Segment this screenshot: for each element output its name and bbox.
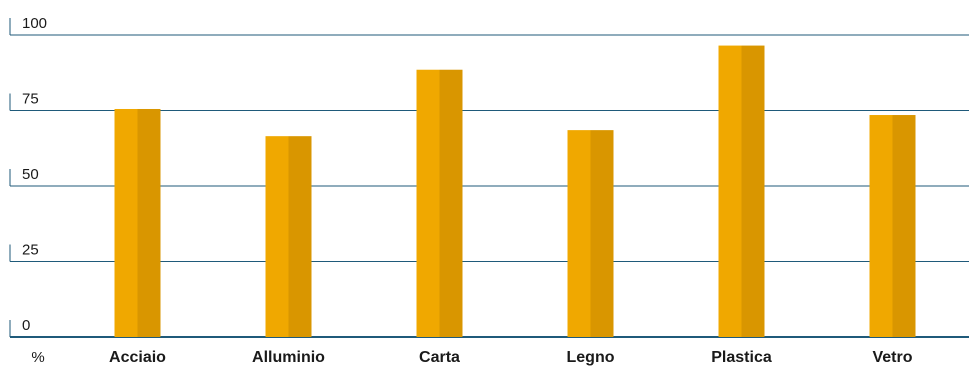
bar-carta	[416, 69, 463, 337]
y-tick-label-100: 100	[22, 15, 47, 32]
bar-left-face-plastica	[718, 45, 742, 337]
bar-right-face-acciaio	[137, 108, 161, 338]
x-axis-labels: Acciaio Alluminio Carta Legno Plastica Vetro	[109, 349, 913, 366]
bar-right-face-vetro	[892, 115, 916, 337]
gridlines	[10, 34, 969, 338]
bar-acciaio	[114, 108, 161, 338]
y-tick-label-25: 25	[22, 242, 39, 259]
bar-vetro	[869, 115, 916, 337]
x-tick-label-plastica: Plastica	[711, 349, 772, 366]
bar-left-face-vetro	[869, 115, 893, 337]
bar-right-face-plastica	[741, 45, 765, 337]
y-tick-label-50: 50	[22, 166, 39, 183]
x-tick-label-vetro: Vetro	[872, 349, 912, 366]
y-tick-label-0: 0	[22, 317, 30, 334]
bar-left-face-alluminio	[265, 136, 289, 337]
bar-left-face-carta	[416, 69, 440, 337]
y-tick-label-75: 75	[22, 91, 39, 108]
x-tick-label-acciaio: Acciaio	[109, 349, 166, 366]
bar-left-face-legno	[567, 130, 591, 337]
bar-legno	[567, 130, 614, 337]
x-tick-label-carta: Carta	[419, 349, 460, 366]
x-tick-label-legno: Legno	[567, 349, 615, 366]
y-axis-ticks: 0 25 50 75 100	[9, 15, 47, 337]
bar-alluminio	[265, 136, 312, 337]
y-axis-unit-label: %	[31, 349, 44, 366]
bar-right-face-legno	[590, 130, 614, 337]
bar-right-face-alluminio	[288, 136, 312, 337]
bar-plastica	[718, 45, 765, 337]
bar-right-face-carta	[439, 69, 463, 337]
x-tick-label-alluminio: Alluminio	[252, 349, 325, 366]
bar-left-face-acciaio	[114, 108, 138, 338]
bars	[114, 45, 916, 338]
